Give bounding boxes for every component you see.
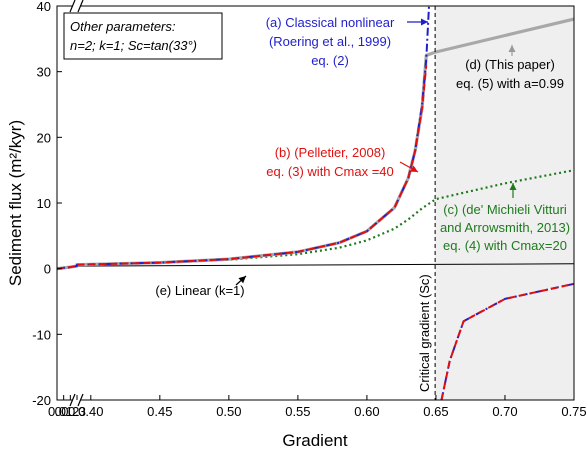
x-tick-label: 0.0 [48, 404, 66, 419]
break-slash [69, 393, 76, 407]
break-slash [69, 0, 76, 13]
label-michieli: (c) (de' Michieli Vitturi and Arrowsmith,… [440, 202, 570, 253]
y-tick-label: 30 [37, 65, 51, 80]
label-linear: (e) Linear (k=1) [155, 283, 244, 298]
x-tick-label: 0.70 [492, 404, 517, 419]
label-pelletier: (b) (Pelletier, 2008) eq. (3) with Cmax =… [266, 145, 394, 179]
x-axis-title: Gradient [282, 431, 347, 450]
y-tick-label: 20 [37, 130, 51, 145]
y-tick-label: 10 [37, 196, 51, 211]
x-tick-label: 0.1 [55, 404, 73, 419]
x-tick-label: 0.75 [561, 404, 586, 419]
x-axis-break [69, 0, 84, 407]
arrow-michieli-head [509, 183, 517, 190]
y-tick-label: 0 [44, 262, 51, 277]
annotations: (a) Classical nonlinear (Roering et al., … [155, 15, 570, 298]
label-thispaper: (d) (This paper) eq. (5) with a=0.99 [456, 57, 564, 91]
x-tick-label: 0.2 [61, 404, 79, 419]
x-tick-label: 0.40 [78, 404, 103, 419]
x-tick-label: 0.45 [147, 404, 172, 419]
series-pelletier [57, 65, 574, 400]
x-tick-label: 0.60 [354, 404, 379, 419]
x-tick-label: 0.3 [68, 404, 86, 419]
x-tick-label: 0.50 [216, 404, 241, 419]
parameters-values: n=2; k=1; Sc=tan(33°) [70, 38, 197, 53]
arrow-thispaper-head [508, 45, 516, 52]
y-axis-title: Sediment flux (m²/kyr) [6, 120, 25, 286]
series-line-pelletier-supercritical [440, 282, 574, 400]
break-gap [72, 0, 81, 12]
y-tick-label: -20 [32, 393, 51, 408]
arrow-roering-head [421, 18, 428, 26]
y-tick-label: 40 [37, 0, 51, 14]
y-tick-label: -10 [32, 327, 51, 342]
critical-gradient-label: Critical gradient (Sc) [417, 274, 432, 392]
y-ticks: -20 -10 0 10 20 30 40 [32, 0, 62, 408]
label-roering: (a) Classical nonlinear (Roering et al., … [266, 15, 395, 68]
series-line-pelletier [57, 65, 428, 270]
break-slash [77, 0, 84, 13]
parameters-box-frame [63, 12, 223, 60]
series-layer [57, 6, 574, 400]
x-tick-label: 0.55 [285, 404, 310, 419]
parameters-title: Other parameters: [70, 19, 176, 34]
x-ticks: 0.00.10.20.30.40 0.45 0.50 0.55 0.60 0.65 0.70… [48, 395, 586, 419]
parameters-box: Other parameters: n=2; k=1; Sc=tan(33°) [63, 12, 223, 60]
break-slash [77, 393, 84, 407]
arrow-linear-head [238, 276, 246, 284]
arrow-pelletier-head [410, 165, 418, 172]
x-tick-label: 0.65 [423, 404, 448, 419]
